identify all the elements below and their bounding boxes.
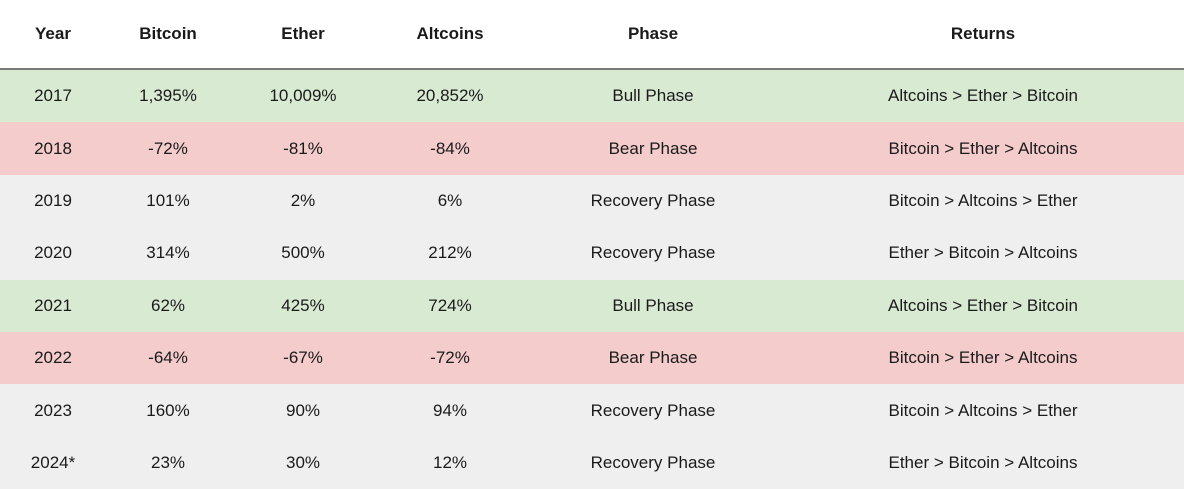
cell-phase: Recovery Phase: [590, 243, 716, 263]
cell-altcoins: 20,852%: [416, 86, 484, 106]
cell-year: 2020: [34, 243, 72, 263]
header-returns: Returns: [950, 24, 1016, 43]
table-header: Year Bitcoin Ether Altcoins Phase Return…: [0, 0, 1184, 68]
cell-ether: 90%: [285, 400, 321, 420]
cell-ether: 30%: [285, 452, 321, 472]
header-ether: Ether: [281, 24, 325, 43]
header-altcoins: Altcoins: [416, 24, 484, 43]
header-divider: [0, 68, 1184, 70]
cell-year: 2023: [34, 400, 72, 420]
cell-returns: Ether > Bitcoin > Altcoins: [888, 452, 1078, 472]
table-body: 2017 1,395% 10,009% 20,852% Bull Phase A…: [0, 70, 1184, 489]
cell-year: 2018: [34, 138, 72, 158]
cell-ether: 425%: [281, 295, 325, 315]
cell-phase: Recovery Phase: [590, 400, 716, 420]
table-row: 2024* 23% 30% 12% Recovery Phase Ether >…: [0, 436, 1184, 489]
cell-altcoins: 12%: [432, 452, 468, 472]
cell-phase: Bull Phase: [612, 295, 694, 315]
cell-year: 2022: [34, 348, 72, 368]
cell-altcoins: 212%: [428, 243, 472, 263]
cell-altcoins: 94%: [432, 400, 468, 420]
cell-bitcoin: 101%: [146, 190, 190, 210]
cell-altcoins: 6%: [437, 190, 463, 210]
cell-bitcoin: 160%: [146, 400, 190, 420]
cell-bitcoin: 62%: [150, 295, 186, 315]
cell-returns: Bitcoin > Ether > Altcoins: [888, 348, 1078, 368]
cell-returns: Ether > Bitcoin > Altcoins: [888, 243, 1078, 263]
cell-ether: -81%: [283, 138, 323, 158]
cell-phase: Recovery Phase: [590, 190, 716, 210]
cell-phase: Recovery Phase: [590, 452, 716, 472]
header-bitcoin: Bitcoin: [139, 24, 197, 43]
table-row: 2017 1,395% 10,009% 20,852% Bull Phase A…: [0, 70, 1184, 123]
cell-altcoins: -72%: [430, 348, 470, 368]
cell-bitcoin: -72%: [148, 138, 188, 158]
table-row: 2020 314% 500% 212% Recovery Phase Ether…: [0, 227, 1184, 280]
table-row: 2018 -72% -81% -84% Bear Phase Bitcoin >…: [0, 122, 1184, 175]
cell-year: 2017: [34, 86, 72, 106]
table-row: 2019 101% 2% 6% Recovery Phase Bitcoin >…: [0, 174, 1184, 228]
cell-returns: Altcoins > Ether > Bitcoin: [888, 295, 1078, 315]
cell-returns: Altcoins > Ether > Bitcoin: [888, 86, 1078, 106]
cell-returns: Bitcoin > Ether > Altcoins: [888, 138, 1078, 158]
header-phase: Phase: [627, 24, 679, 43]
cell-ether: 10,009%: [269, 86, 337, 106]
table-row: 2021 62% 425% 724% Bull Phase Altcoins >…: [0, 279, 1184, 332]
cell-year: 2019: [34, 190, 72, 210]
cell-phase: Bear Phase: [608, 138, 698, 158]
table-row: 2022 -64% -67% -72% Bear Phase Bitcoin >…: [0, 331, 1184, 385]
cell-phase: Bear Phase: [608, 348, 698, 368]
cell-returns: Bitcoin > Altcoins > Ether: [888, 190, 1078, 210]
table-row: 2023 160% 90% 94% Recovery Phase Bitcoin…: [0, 384, 1184, 437]
cell-altcoins: -84%: [430, 138, 470, 158]
cell-year: 2021: [34, 295, 72, 315]
cell-bitcoin: -64%: [148, 348, 188, 368]
cell-bitcoin: 1,395%: [139, 86, 197, 106]
cell-ether: -67%: [283, 348, 323, 368]
cell-ether: 500%: [281, 243, 325, 263]
cell-altcoins: 724%: [428, 295, 472, 315]
cell-year: 2024*: [30, 452, 76, 472]
cell-bitcoin: 23%: [150, 452, 186, 472]
cell-bitcoin: 314%: [146, 243, 190, 263]
cell-ether: 2%: [290, 190, 316, 210]
cell-phase: Bull Phase: [612, 86, 694, 106]
header-year: Year: [35, 24, 71, 43]
cell-returns: Bitcoin > Altcoins > Ether: [888, 400, 1078, 420]
